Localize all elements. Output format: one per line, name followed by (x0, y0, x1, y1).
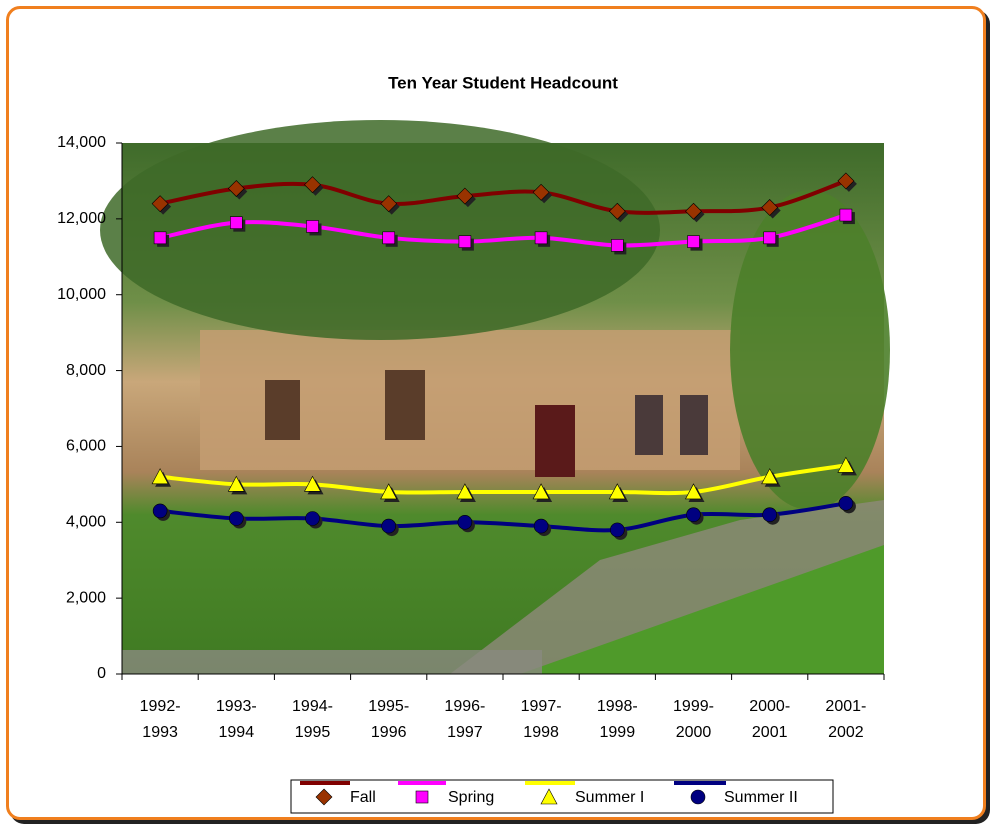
marker (763, 231, 777, 245)
y-tick-label: 2,000 (66, 589, 106, 606)
marker (304, 475, 321, 492)
marker (456, 483, 474, 500)
series-line (159, 463, 847, 496)
legend-label: Spring (448, 789, 494, 806)
marker (380, 483, 398, 500)
marker (608, 483, 626, 500)
y-tick-label: 6,000 (66, 438, 106, 455)
x-tick-label: 1999-2000 (673, 698, 714, 741)
marker (456, 187, 474, 205)
marker (153, 231, 167, 245)
chart-title: Ten Year Student Headcount (388, 73, 618, 92)
x-tick-label: 1994-1995 (292, 698, 333, 741)
legend-marker (415, 790, 429, 804)
x-tick-label: 2000-2001 (749, 698, 791, 741)
x-tick-label: 1992-1993 (139, 698, 181, 741)
legend-marker (540, 788, 558, 805)
series-line (159, 213, 847, 248)
x-tick-label: 1993-1994 (215, 698, 257, 741)
legend-marker (690, 789, 706, 805)
marker (458, 235, 472, 248)
marker (227, 180, 245, 197)
marker (532, 483, 550, 500)
marker (380, 195, 398, 213)
marker (306, 220, 319, 233)
marker (610, 239, 624, 252)
marker (837, 456, 855, 473)
marker (304, 176, 321, 194)
marker (839, 208, 853, 222)
series-line (159, 179, 847, 215)
marker (534, 231, 548, 245)
marker (382, 231, 396, 245)
marker (230, 216, 243, 229)
marker (761, 199, 779, 216)
x-tick-label: 1997-1998 (520, 698, 562, 741)
y-tick-label: 10,000 (57, 286, 106, 303)
marker (686, 507, 701, 523)
plot-background (100, 120, 890, 674)
y-tick-label: 8,000 (66, 362, 106, 379)
marker (762, 507, 778, 523)
marker (687, 235, 700, 248)
series-line (159, 501, 847, 533)
marker (151, 195, 169, 213)
marker (305, 511, 320, 526)
marker (229, 511, 244, 526)
marker (532, 183, 550, 201)
legend-label: Summer II (724, 789, 798, 806)
y-tick-label: 4,000 (66, 514, 106, 531)
marker (837, 172, 855, 190)
marker (151, 468, 169, 485)
marker (685, 483, 702, 500)
marker (381, 518, 397, 534)
x-tick-label: 1996-1997 (444, 698, 486, 741)
marker (533, 518, 549, 534)
x-tick-label: 1995-1996 (368, 698, 410, 741)
y-tick-label: 12,000 (57, 210, 106, 227)
marker (152, 503, 168, 519)
y-tick-label: 0 (97, 665, 106, 682)
legend-box (290, 779, 834, 814)
marker (608, 202, 626, 220)
marker (685, 202, 702, 220)
marker (838, 496, 854, 511)
x-tick-label: 2001-2002 (825, 698, 867, 741)
legend-marker (315, 788, 333, 806)
x-tick-label: 1998-1999 (596, 698, 638, 741)
marker (227, 475, 245, 492)
y-tick-label: 14,000 (57, 134, 106, 151)
marker (609, 522, 625, 538)
marker (761, 468, 779, 485)
legend-label: Fall (350, 789, 376, 806)
legend-label: Summer I (575, 789, 644, 806)
marker (457, 514, 473, 530)
